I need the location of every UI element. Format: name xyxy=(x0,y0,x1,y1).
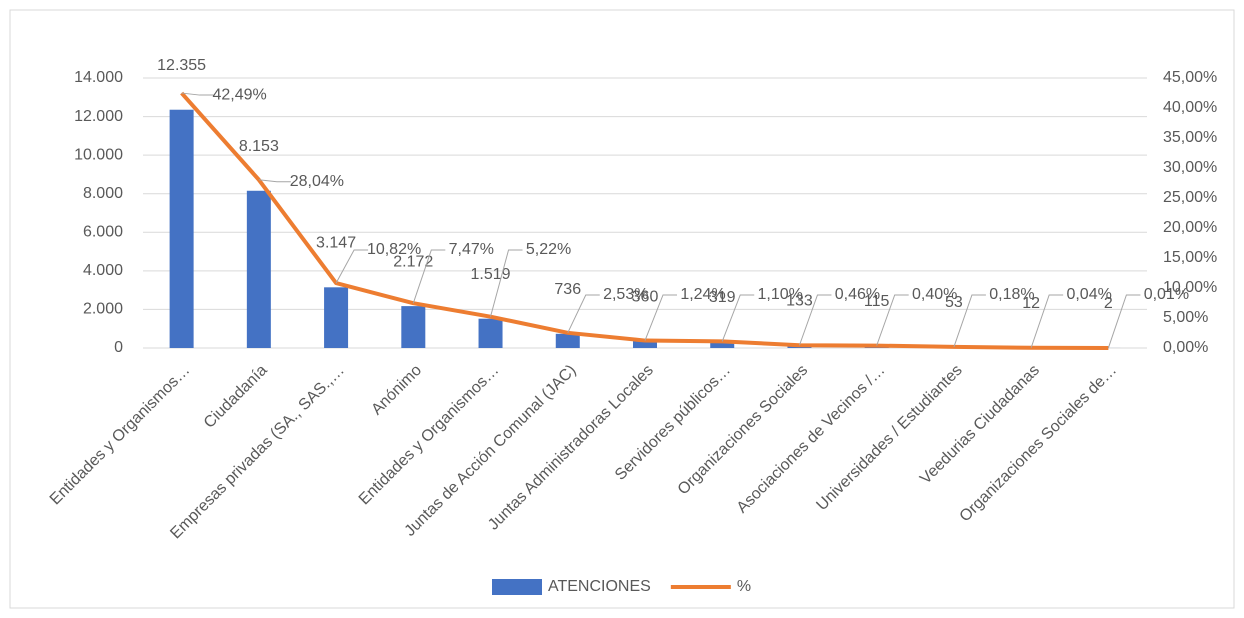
y2-tick-label: 10,00% xyxy=(1163,279,1217,296)
bar-value-label: 115 xyxy=(864,293,890,310)
bar-value-label: 360 xyxy=(632,288,659,305)
y2-tick-label: 0,00% xyxy=(1163,339,1208,356)
bar-value-label: 133 xyxy=(786,293,813,310)
line-value-label: 28,04% xyxy=(290,173,344,190)
y2-tick-label: 25,00% xyxy=(1163,189,1217,206)
legend-label: % xyxy=(737,578,751,595)
bar-value-label: 12 xyxy=(1022,295,1040,312)
leader-line xyxy=(181,92,214,96)
bar xyxy=(710,341,735,348)
y-tick-label: 10.000 xyxy=(74,146,123,163)
line-value-label: 1,10% xyxy=(758,286,803,303)
y2-tick-label: 35,00% xyxy=(1163,129,1217,146)
bar-value-label: 736 xyxy=(554,281,581,298)
legend-label: ATENCIONES xyxy=(548,578,651,595)
leader-line xyxy=(490,249,523,317)
y-tick-label: 8.000 xyxy=(83,185,123,202)
line-value-label: 0,01% xyxy=(1144,286,1189,303)
leader-line xyxy=(644,294,677,341)
bar-value-label: 8.153 xyxy=(239,138,279,155)
y2-tick-label: 30,00% xyxy=(1163,159,1217,176)
leader-line xyxy=(412,249,446,304)
leader-line xyxy=(953,294,986,348)
leader-line xyxy=(798,294,832,346)
y-tick-label: 0 xyxy=(114,339,123,356)
y-tick-label: 2.000 xyxy=(83,301,123,318)
leader-line xyxy=(1030,294,1064,348)
leader-line xyxy=(721,294,755,342)
y2-tick-label: 40,00% xyxy=(1163,99,1217,116)
bar xyxy=(555,333,580,348)
bar xyxy=(633,341,657,348)
bar-value-label: 319 xyxy=(709,289,736,306)
bar-value-label: 1.519 xyxy=(471,266,511,283)
y-tick-label: 6.000 xyxy=(83,224,123,241)
legend-swatch xyxy=(492,579,542,595)
y2-tick-label: 15,00% xyxy=(1163,249,1217,266)
leader-line xyxy=(1107,294,1141,349)
bar xyxy=(324,287,349,348)
line-value-label: 0,46% xyxy=(835,286,880,303)
y2-tick-label: 5,00% xyxy=(1163,309,1208,326)
leader-line xyxy=(567,294,600,334)
bar xyxy=(478,318,503,348)
bar-value-label: 2 xyxy=(1104,295,1113,312)
y-tick-label: 12.000 xyxy=(74,108,123,125)
y2-tick-label: 20,00% xyxy=(1163,219,1217,236)
bar-value-label: 2.172 xyxy=(393,253,433,270)
line-value-label: 10,82% xyxy=(367,241,421,258)
line-value-label: 42,49% xyxy=(212,86,266,103)
line-value-label: 2,53% xyxy=(603,286,648,303)
y2-tick-label: 45,00% xyxy=(1163,69,1217,86)
bar-value-label: 12.355 xyxy=(157,57,206,74)
bar xyxy=(246,190,271,348)
line-value-label: 1,24% xyxy=(680,286,725,303)
line-value-label: 0,04% xyxy=(1066,286,1111,303)
leader-line xyxy=(258,179,291,183)
bar xyxy=(401,306,426,348)
leader-line xyxy=(335,249,369,284)
line-value-label: 5,22% xyxy=(526,241,571,258)
bar-value-label: 3.147 xyxy=(316,235,356,252)
leader-line xyxy=(876,294,909,346)
y-tick-label: 14.000 xyxy=(74,69,123,86)
line-value-label: 7,47% xyxy=(449,241,494,258)
line-value-label: 0,18% xyxy=(989,286,1034,303)
bar-value-label: 53 xyxy=(945,294,963,311)
bar xyxy=(169,109,194,348)
line-value-label: 0,40% xyxy=(912,286,957,303)
y-tick-label: 4.000 xyxy=(83,262,123,279)
